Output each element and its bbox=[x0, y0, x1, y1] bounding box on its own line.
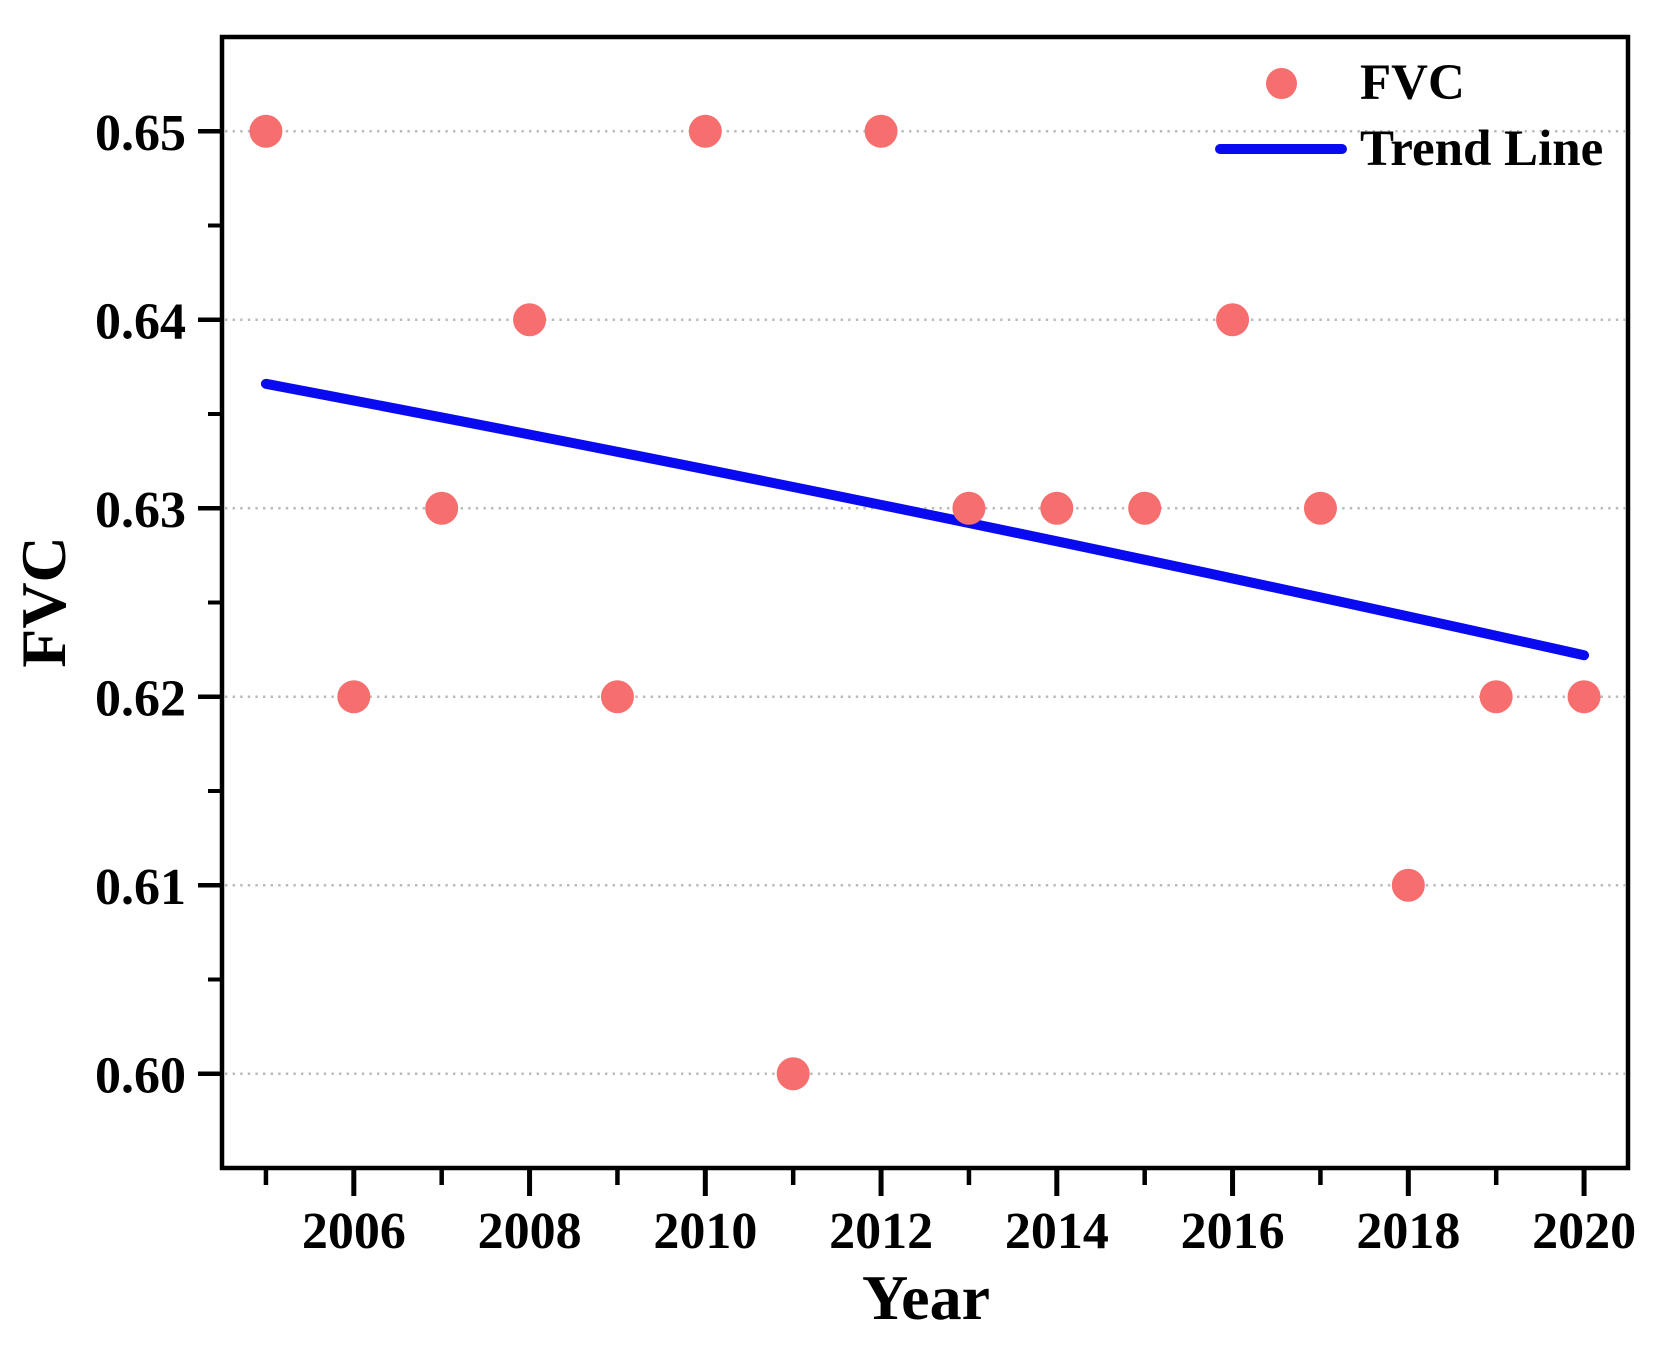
legend-label-fvc: FVC bbox=[1360, 55, 1465, 111]
legend-marker-box bbox=[1212, 67, 1350, 99]
x-tick-label: 2006 bbox=[302, 1203, 406, 1260]
legend-item-fvc: FVC bbox=[1212, 50, 1603, 116]
data-point bbox=[425, 491, 459, 525]
data-point bbox=[600, 680, 634, 714]
legend-label-trend-line: Trend Line bbox=[1360, 121, 1604, 177]
y-tick-label: 0.62 bbox=[95, 670, 186, 727]
fvc-point-icon bbox=[1265, 67, 1297, 99]
trend-line bbox=[260, 378, 1590, 661]
x-tick-label: 2014 bbox=[1005, 1203, 1109, 1260]
data-point bbox=[776, 1057, 810, 1091]
y-tick-label: 0.64 bbox=[95, 293, 186, 350]
y-tick-label: 0.65 bbox=[95, 105, 186, 162]
x-tick-label: 2016 bbox=[1181, 1203, 1285, 1260]
y-tick-label: 0.60 bbox=[95, 1047, 186, 1104]
data-point bbox=[513, 303, 547, 337]
data-point bbox=[1391, 868, 1425, 902]
y-tick-label: 0.63 bbox=[95, 482, 186, 539]
x-axis-title: Year bbox=[862, 1262, 990, 1333]
x-tick-label: 2010 bbox=[653, 1203, 757, 1260]
data-point bbox=[1567, 680, 1601, 714]
plot-border bbox=[219, 34, 1631, 1171]
data-point bbox=[337, 680, 371, 714]
trend-line-icon bbox=[1215, 144, 1347, 154]
data-point bbox=[952, 491, 986, 525]
x-tick-label: 2020 bbox=[1532, 1203, 1636, 1260]
data-point bbox=[1479, 680, 1513, 714]
data-point bbox=[1303, 491, 1337, 525]
y-tick-label: 0.61 bbox=[95, 859, 186, 916]
legend-item-trend-line: Trend Line bbox=[1212, 116, 1603, 182]
data-point bbox=[688, 114, 722, 148]
legend: FVC Trend Line bbox=[1212, 50, 1603, 182]
data-point bbox=[1216, 303, 1250, 337]
data-point bbox=[1040, 491, 1074, 525]
legend-marker-box bbox=[1212, 144, 1350, 154]
data-point bbox=[864, 114, 898, 148]
x-tick-label: 2012 bbox=[829, 1203, 933, 1260]
y-axis-title: FVC bbox=[8, 536, 79, 668]
data-point bbox=[1128, 491, 1162, 525]
x-tick-label: 2018 bbox=[1356, 1203, 1460, 1260]
x-tick-label: 2008 bbox=[478, 1203, 582, 1260]
data-point bbox=[249, 114, 283, 148]
